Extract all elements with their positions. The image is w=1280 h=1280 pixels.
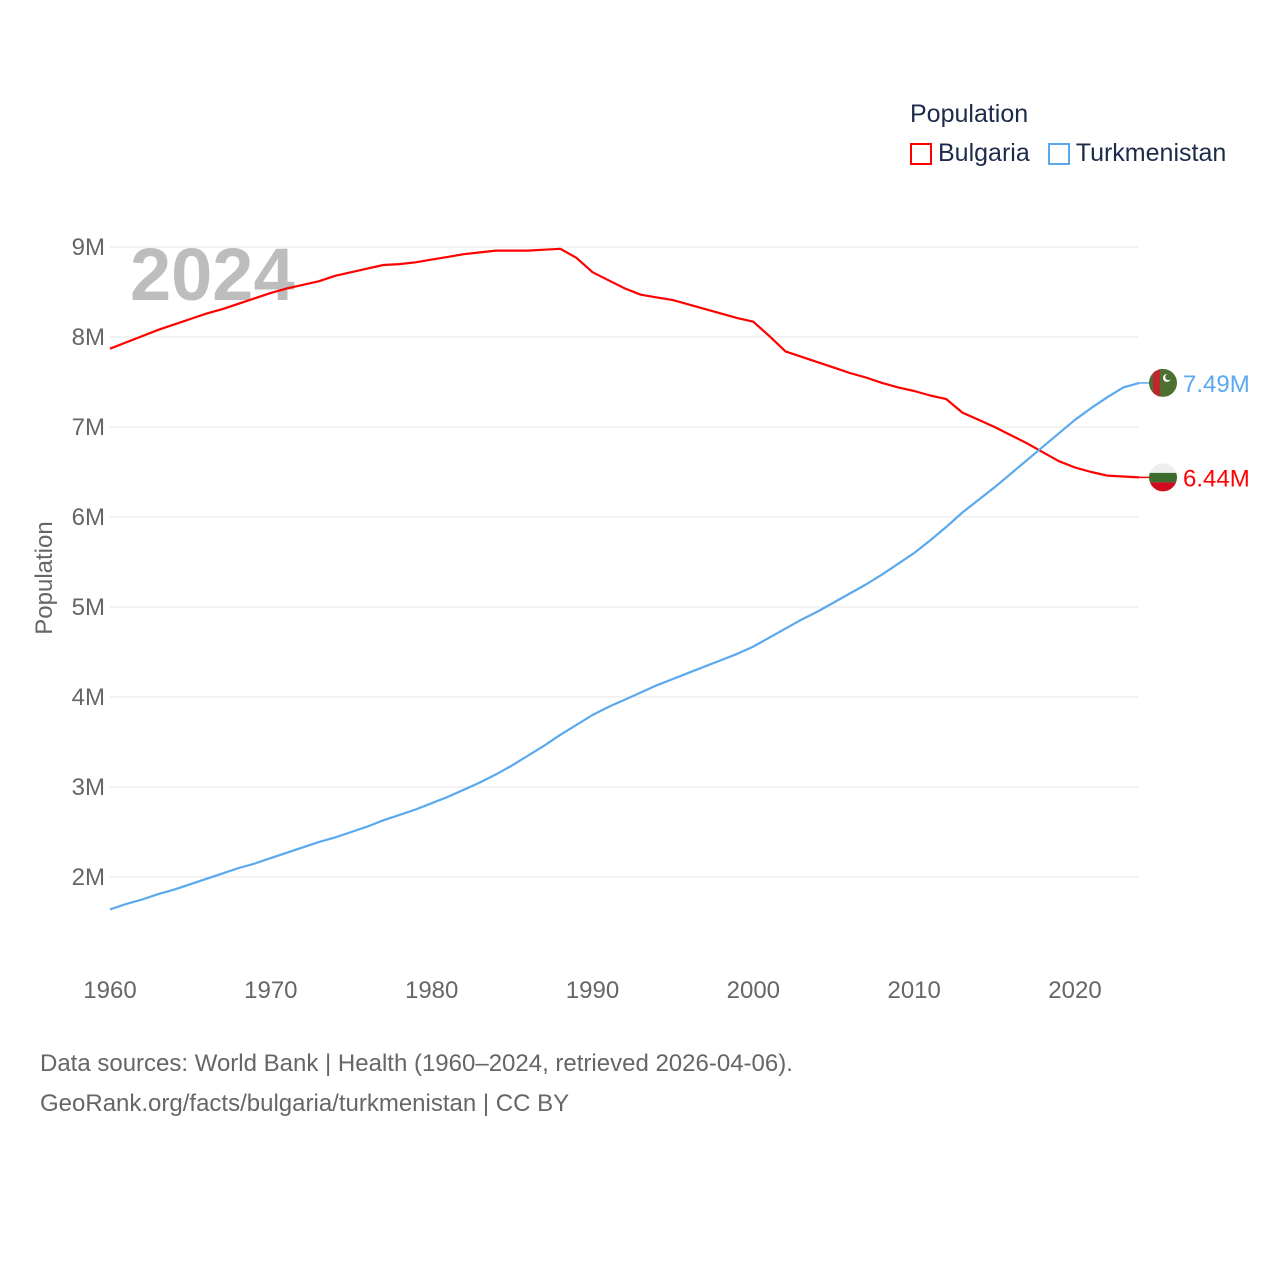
y-tick-label: 6M (72, 504, 105, 531)
flag-stripe-green (1149, 472, 1177, 483)
source-link[interactable]: GeoRank.org/facts/bulgaria/turkmenistan … (40, 1090, 570, 1117)
y-tick-label: 7M (72, 414, 105, 441)
end-value-label: 6.44M (1183, 465, 1250, 492)
legend-swatch-bulgaria (910, 142, 932, 165)
flag-crescent-cut (1165, 373, 1172, 381)
flag-bulgaria-icon (1149, 463, 1177, 492)
y-tick-label: 3M (72, 774, 105, 801)
legend-item-turkmenistan[interactable]: Turkmenistan (1047, 139, 1227, 168)
x-tick-label: 2010 (887, 977, 940, 1004)
y-tick-label: 2M (72, 864, 105, 891)
legend-label-turkmenistan: Turkmenistan (1075, 139, 1227, 167)
y-tick-label: 4M (72, 684, 105, 711)
flag-turkmenistan-icon (1149, 368, 1177, 397)
flag-stripe-red (1149, 482, 1177, 492)
x-tick-label: 1960 (83, 977, 136, 1004)
legend-swatch-turkmenistan (1047, 142, 1070, 165)
footer: Data sources: World Bank | Health (1960–… (40, 1044, 793, 1124)
flag-carpet-stripe (1153, 368, 1160, 397)
x-tick-label: 2000 (727, 977, 780, 1004)
flag-body (1149, 368, 1177, 397)
y-axis-label: Population (31, 521, 58, 634)
y-tick-label: 5M (72, 594, 105, 621)
flag-stripe-white (1149, 463, 1177, 474)
series-line-bulgaria (109, 247, 1140, 479)
y-tick-label: 8M (72, 324, 105, 351)
data-source-note: Data sources: World Bank | Health (1960–… (40, 1050, 793, 1077)
x-tick-label: 1990 (566, 977, 619, 1004)
legend-label-bulgaria: Bulgaria (938, 139, 1030, 167)
x-tick-label: 1980 (405, 977, 458, 1004)
y-tick-label: 9M (72, 234, 105, 261)
year-watermark: 2024 (130, 233, 295, 316)
series-line-turkmenistan (109, 381, 1140, 911)
legend-title: Population (910, 100, 1029, 128)
x-tick-label: 1970 (244, 977, 297, 1004)
legend: Population Bulgaria Turkmenistan (910, 100, 1226, 168)
flag-body (1149, 463, 1177, 492)
x-tick-label: 2020 (1048, 977, 1101, 1004)
legend-item-bulgaria[interactable]: Bulgaria (910, 139, 1030, 168)
end-value-label: 7.49M (1183, 371, 1250, 398)
